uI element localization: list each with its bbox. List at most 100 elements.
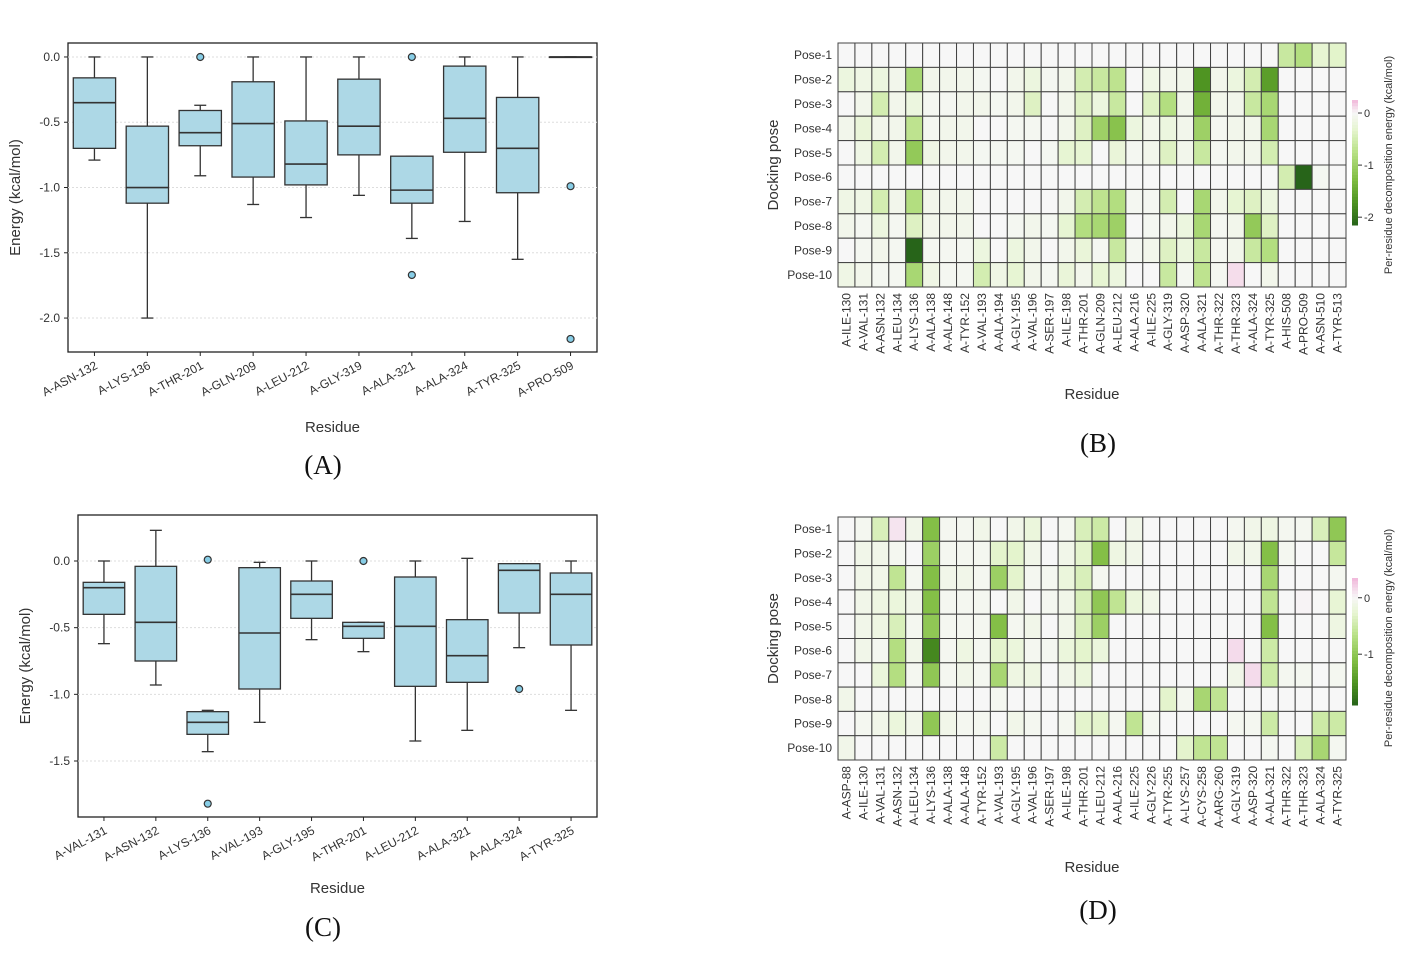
heatmap-cell: [905, 91, 924, 117]
heatmap-cell: [1159, 262, 1178, 288]
colorbar-segment: [1352, 631, 1358, 636]
heatmap-cell: [1294, 188, 1313, 215]
heatmap-cell: [1210, 589, 1228, 615]
heatmap-cell: [1091, 140, 1110, 166]
colorbar-segment: [1352, 666, 1358, 671]
heatmap-cell: [972, 735, 991, 761]
panel-label: (D): [1079, 895, 1116, 925]
heatmap-cell: [1176, 710, 1195, 737]
column-label: A-GLY-319: [1161, 293, 1175, 351]
heatmap-cell: [1159, 662, 1178, 688]
heatmap-cell: [989, 213, 1008, 239]
heatmap-cell: [939, 565, 958, 591]
heatmap-cell: [837, 237, 856, 264]
heatmap-cell: [1091, 686, 1110, 712]
heatmap-cell: [1176, 188, 1195, 215]
heatmap-cell: [1294, 638, 1313, 664]
heatmap-cell: [1006, 164, 1025, 190]
colorbar-segment: [1352, 584, 1358, 589]
column-label: A-ASN-132: [873, 293, 887, 354]
heatmap-cell: [1108, 516, 1127, 542]
heatmap-cell: [1006, 262, 1025, 288]
column-label: A-ALA-194: [992, 293, 1006, 352]
column-label: A-TYR-152: [958, 293, 972, 353]
heatmap-cell: [1159, 589, 1178, 615]
heatmap-cell: [1040, 115, 1059, 142]
heatmap-cell: [956, 686, 974, 712]
outlier-point: [566, 334, 575, 344]
heatmap-cell: [1226, 115, 1245, 142]
heatmap-cell: [1210, 213, 1228, 239]
heatmap-cell: [1226, 91, 1245, 117]
heatmap-cell: [1074, 686, 1093, 712]
heatmap-cell: [939, 140, 958, 166]
heatmap-cell: [1193, 237, 1212, 264]
heatmap-cell: [1210, 164, 1228, 190]
colorbar-segment: [1352, 600, 1358, 604]
box-iqr: [393, 576, 437, 687]
heatmap-panel-B: Pose-1 Pose-2 Pose-3 Pose-4 Pose-5 Pose-6 Pose…: [765, 42, 1395, 458]
boxplot-panel-C: 0.0 -0.5 -1.0 -1.5 A-VAL-131A-ASN-132A-LYS-1…: [17, 514, 598, 942]
heatmap-cell: [989, 735, 1008, 761]
heatmap-cell: [1023, 66, 1042, 93]
outlier-point: [359, 556, 368, 566]
heatmap-cell: [1193, 42, 1212, 68]
heatmap-cell: [1328, 42, 1347, 68]
x-axis-label: Residue: [305, 419, 360, 436]
heatmap-cell: [1260, 213, 1279, 239]
heatmap-cell: [1277, 540, 1296, 567]
heatmap-cell: [989, 66, 1008, 93]
row-label: Pose-3: [794, 97, 832, 111]
box-A-PRO-509: [548, 56, 593, 344]
heatmap-cell: [939, 115, 958, 142]
heatmap-cell: [956, 188, 974, 215]
colorbar-segment: [1352, 676, 1358, 681]
heatmap-cell: [1040, 540, 1059, 567]
heatmap-cell: [1311, 213, 1330, 239]
heatmap-cell: [888, 565, 907, 591]
heatmap-cell: [1260, 638, 1279, 664]
heatmap-cell: [1311, 262, 1330, 288]
column-label: A-GLY-195: [1009, 293, 1023, 351]
heatmap-cell: [1125, 638, 1144, 664]
heatmap-cell: [1193, 164, 1212, 190]
heatmap-cell: [922, 565, 941, 591]
heatmap-cell: [1159, 540, 1178, 567]
heatmap-cell: [1243, 164, 1262, 190]
heatmap-cell: [837, 638, 856, 664]
colorbar-segment: [1352, 156, 1358, 160]
heatmap-cell: [1176, 516, 1195, 542]
heatmap-cell: [1226, 613, 1245, 640]
heatmap-cell: [871, 237, 890, 264]
x-tick-label: A-ASN-132: [101, 823, 161, 864]
box-iqr: [125, 125, 170, 204]
heatmap-cell: [989, 662, 1008, 688]
colorbar-segment: [1352, 206, 1358, 210]
colorbar-segment: [1352, 178, 1358, 182]
heatmap-cell: [888, 164, 907, 190]
heatmap-cell: [837, 66, 856, 93]
heatmap-cell: [1260, 237, 1279, 264]
heatmap-cell: [1108, 213, 1127, 239]
heatmap-cell: [1108, 589, 1127, 615]
heatmap-cell: [854, 540, 873, 567]
heatmap-cell: [1074, 710, 1093, 737]
heatmap-cell: [1040, 638, 1059, 664]
column-label: A-THR-322: [1280, 766, 1294, 827]
heatmap-cell: [854, 188, 873, 215]
colorbar-segment: [1352, 657, 1358, 662]
heatmap-cell: [1057, 164, 1076, 190]
heatmap-cell: [1006, 188, 1025, 215]
colorbar-segment: [1352, 175, 1358, 179]
heatmap-cell: [1057, 589, 1076, 615]
heatmap-cell: [1277, 686, 1296, 712]
box-iqr: [290, 580, 333, 619]
box-iqr: [445, 619, 489, 683]
heatmap-cell: [1159, 237, 1178, 264]
heatmap-cell: [1125, 710, 1144, 737]
heatmap-cell: [854, 710, 873, 737]
column-label: A-PRO-509: [1297, 293, 1311, 355]
colorbar-segment: [1352, 193, 1358, 198]
heatmap-cell: [1226, 188, 1245, 215]
heatmap-cell: [1260, 565, 1279, 591]
